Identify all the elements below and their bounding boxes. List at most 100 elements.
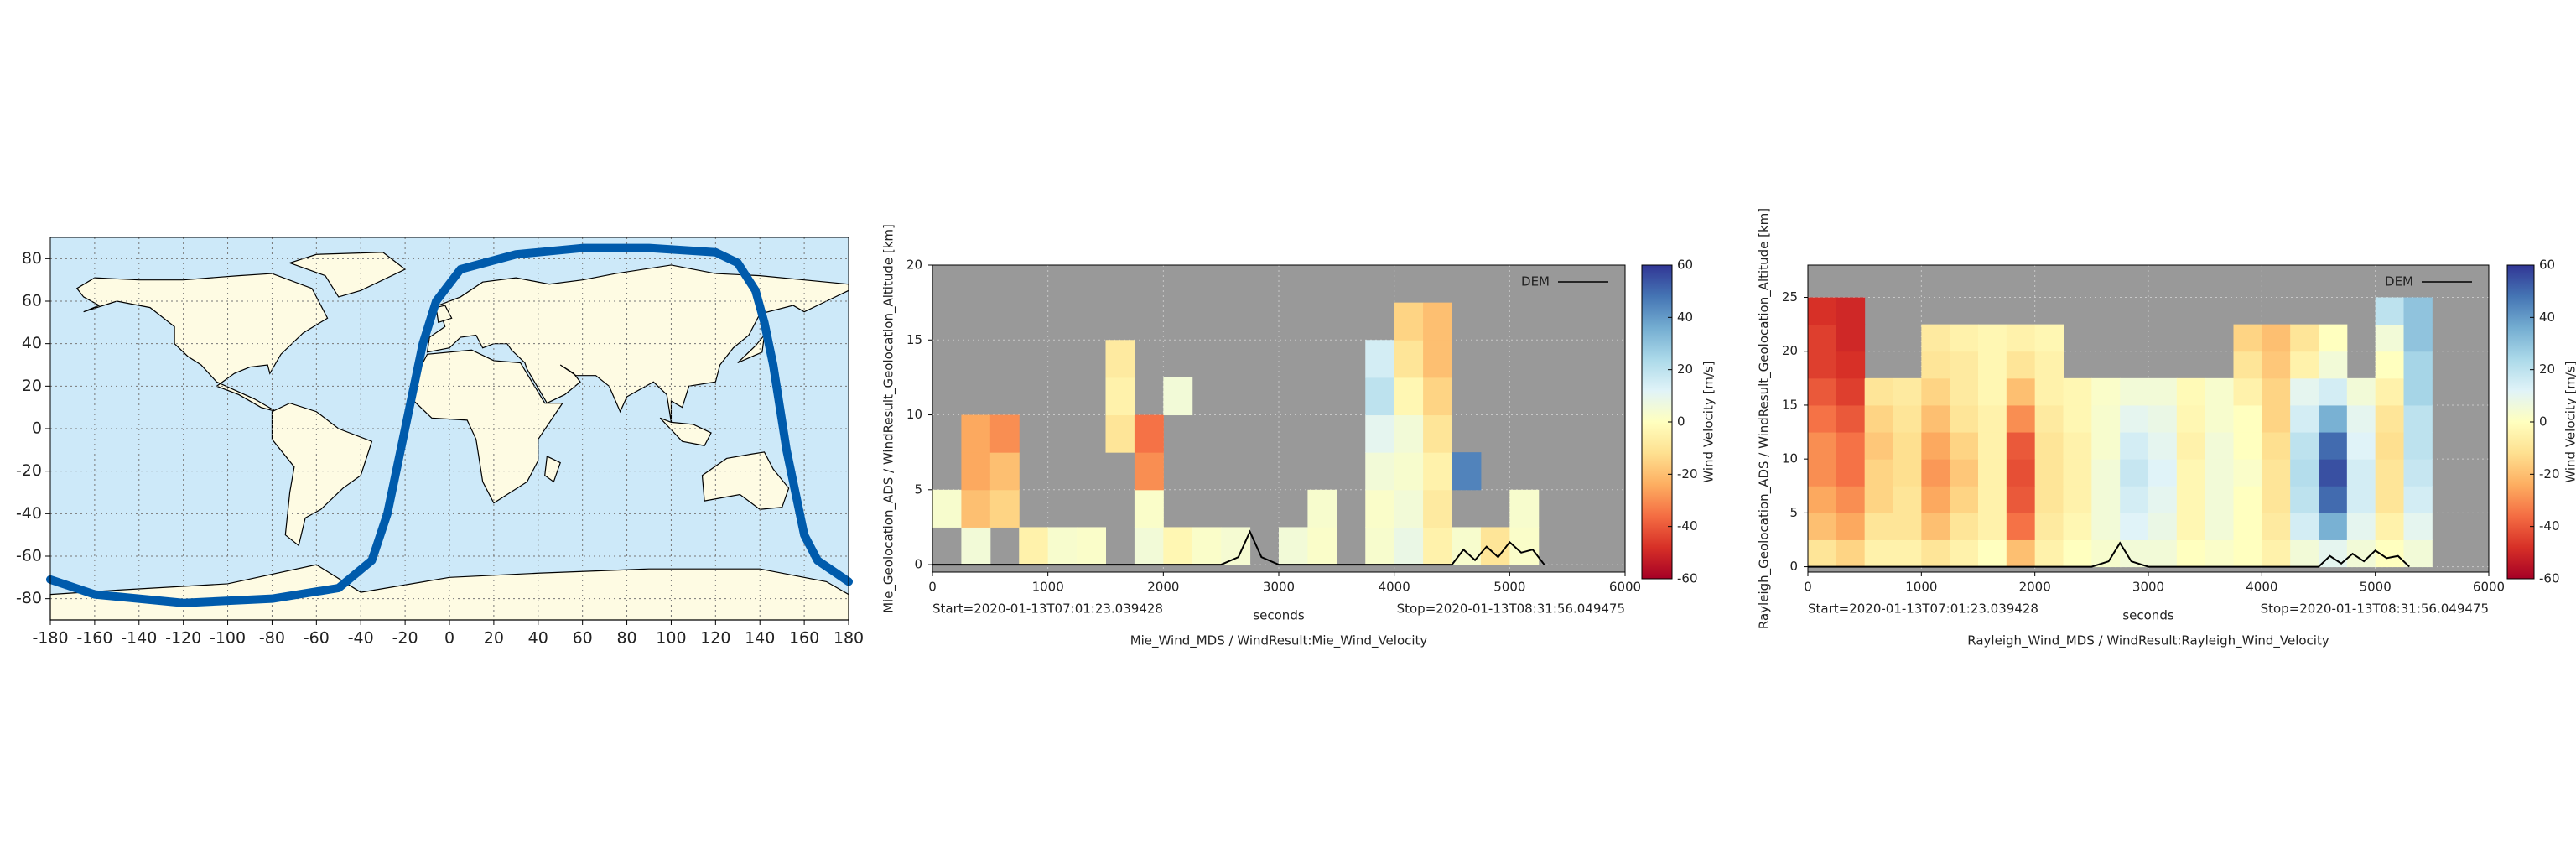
heat-cell: [2006, 459, 2036, 487]
heat-cell: [2375, 377, 2404, 406]
heat-cell: [2290, 459, 2319, 487]
heat-cell: [1921, 459, 1950, 487]
heat-cell: [1509, 489, 1540, 528]
colorbar-label: Wind Velocity [m/s]: [2563, 361, 2576, 482]
x-tick-label: -60: [304, 629, 330, 648]
y-tick-label: 25: [1782, 289, 1798, 305]
land: [271, 402, 373, 547]
heat-cell: [2375, 297, 2404, 325]
dem-line: [932, 529, 1545, 566]
heat-cell: [2176, 432, 2206, 460]
heat-cell: [1836, 513, 1866, 540]
heat-cell: [2319, 432, 2348, 460]
x-tick-label: 180: [834, 629, 864, 648]
heat-cell: [2205, 539, 2234, 568]
x-tick-label: 1000: [1032, 580, 1064, 595]
heat-cell: [1105, 340, 1135, 378]
legend-label: DEM: [2385, 274, 2413, 289]
heat-cell: [2148, 539, 2178, 568]
heat-cell: [2091, 513, 2121, 540]
heat-cell: [1893, 404, 1922, 433]
heat-cell: [1864, 539, 1893, 568]
land: [426, 264, 849, 423]
heat-cell: [1921, 513, 1950, 540]
heat-cell: [2006, 539, 2036, 568]
heat-cell: [961, 452, 991, 491]
heat-cell: [2034, 377, 2064, 406]
stop-annotation: Stop=2020-01-13T08:31:56.049475: [2261, 601, 2489, 617]
heat-cell: [2375, 459, 2404, 487]
start-annotation: Start=2020-01-13T07:01:23.039428: [1808, 601, 2038, 617]
x-tick-label: 140: [745, 629, 775, 648]
heat-cell: [1808, 513, 1837, 540]
colorbar-tick-label: -40: [1677, 518, 1698, 534]
heat-cell: [1836, 377, 1866, 406]
x-tick-label: 5000: [2360, 580, 2392, 595]
heat-cell: [2403, 377, 2433, 406]
heat-cell: [2346, 459, 2376, 487]
heat-cell: [1950, 513, 1979, 540]
heat-cell: [2063, 432, 2092, 460]
colorbar-tick-label: -20: [2539, 466, 2560, 482]
x-axis-label: seconds: [1253, 608, 1304, 623]
y-tick-label: 10: [906, 407, 922, 422]
heat-cell: [1978, 486, 2007, 513]
heat-cell: [2403, 539, 2433, 568]
heat-cell: [1950, 486, 1979, 513]
heat-cell: [1978, 513, 2007, 540]
heat-cell: [1365, 340, 1395, 378]
colorbar-tick-label: 0: [1677, 414, 1685, 430]
heat-cell: [2034, 459, 2064, 487]
y-axis-label: Mie_Geolocation_ADS / WindResult_Geoloca…: [881, 224, 897, 613]
heat-cell: [1950, 324, 1979, 352]
heat-cell: [2063, 404, 2092, 433]
heat-cell: [2034, 351, 2064, 379]
colorbar-tick-label: 40: [2539, 310, 2555, 325]
heat-cell: [2375, 324, 2404, 352]
heat-cell: [1423, 527, 1452, 565]
y-tick-label: -20: [16, 461, 42, 480]
heat-cell: [1893, 513, 1922, 540]
colorbar: [1641, 264, 1673, 580]
heat-cell: [2205, 432, 2234, 460]
heat-cell: [2233, 351, 2262, 379]
heat-cell: [1394, 414, 1424, 453]
heat-cell: [1836, 459, 1866, 487]
colorbar-tick-label: 0: [2539, 414, 2547, 430]
heat-cell: [2375, 486, 2404, 513]
y-tick-label: -60: [16, 547, 42, 565]
heat-cell: [2176, 513, 2206, 540]
x-tick-label: -80: [259, 629, 285, 648]
heat-cell: [1808, 351, 1837, 379]
heat-cell: [2346, 513, 2376, 540]
heat-cell: [961, 489, 991, 528]
x-tick-label: 3000: [1263, 580, 1295, 595]
heat-cell: [2205, 486, 2234, 513]
heat-cell: [1950, 404, 1979, 433]
heat-cell: [1423, 452, 1452, 491]
heat-cell: [932, 489, 962, 528]
heat-cell: [1893, 377, 1922, 406]
heat-cell: [1452, 452, 1482, 491]
heat-cell: [2091, 377, 2121, 406]
heat-cell: [1836, 351, 1866, 379]
heat-cell: [1978, 539, 2007, 568]
heat-cell: [989, 414, 1020, 453]
heat-cell: [1836, 432, 1866, 460]
heat-cell: [2290, 404, 2319, 433]
heat-cell: [1192, 527, 1222, 565]
heat-cell: [1893, 486, 1922, 513]
x-tick-label: 3000: [2132, 580, 2164, 595]
heat-cell: [2403, 351, 2433, 379]
x-tick-label: 160: [789, 629, 819, 648]
heat-cell: [2233, 404, 2262, 433]
y-tick-label: 20: [1782, 343, 1798, 358]
heat-cell: [1893, 432, 1922, 460]
heat-cell: [2063, 377, 2092, 406]
land: [701, 451, 790, 510]
heat-cell: [2120, 486, 2149, 513]
heat-cell: [989, 489, 1020, 528]
y-tick-label: -40: [16, 504, 42, 523]
heat-cell: [2403, 459, 2433, 487]
heat-cell: [2034, 324, 2064, 352]
